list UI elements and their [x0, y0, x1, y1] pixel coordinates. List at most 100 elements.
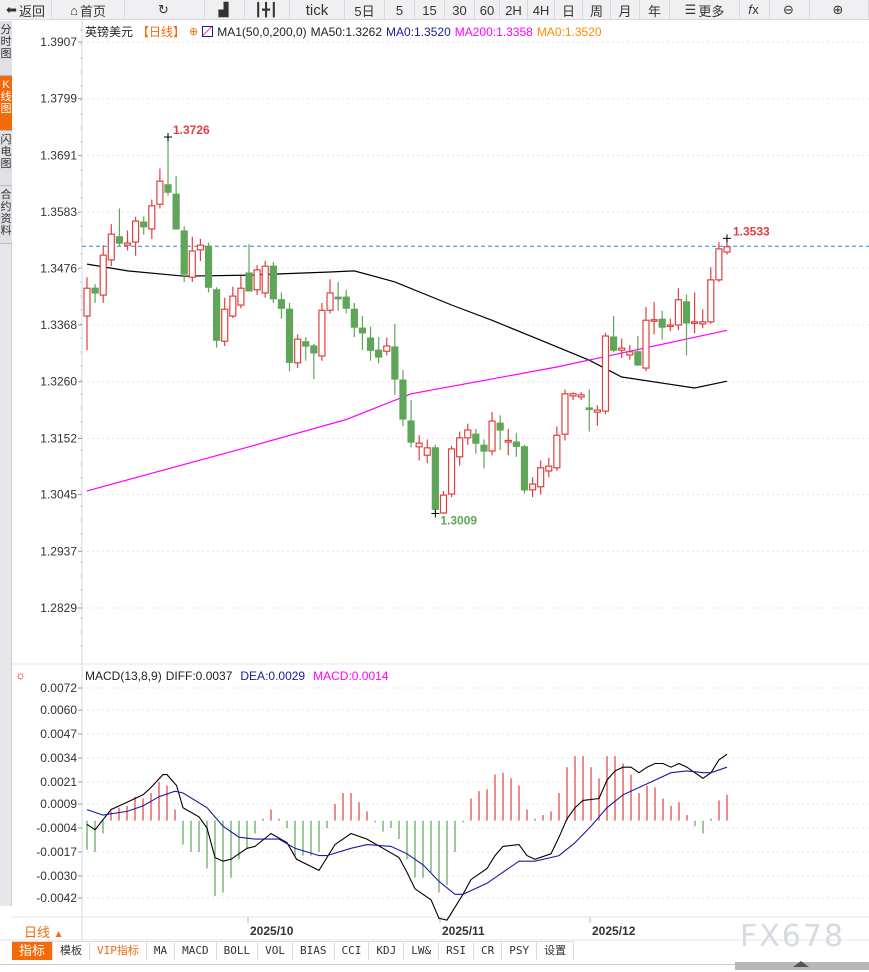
sidebar-tab-3[interactable]: 合约资料: [0, 186, 12, 244]
candle-body: [140, 221, 148, 228]
toolbar-button-16-年[interactable]: 年: [640, 0, 670, 20]
symbol-name: 英镑美元: [85, 25, 134, 39]
toolbar-button-13-日[interactable]: 日: [555, 0, 583, 20]
triangle-up-icon: ▲: [53, 929, 64, 940]
candle-body: [221, 308, 229, 342]
candle: [399, 370, 407, 427]
indicator-tab-vol[interactable]: VOL: [258, 942, 294, 960]
candle-body: [107, 233, 115, 261]
price-axis-label: 1.2829: [40, 601, 77, 615]
ma-params: MA1(50,0,200,0): [217, 24, 307, 39]
indicator-tab-1[interactable]: 模板: [53, 942, 91, 960]
candle-body: [83, 287, 91, 317]
candle: [658, 310, 666, 340]
toolbar-button-0-返回[interactable]: ⬅ 返回: [0, 0, 52, 20]
toolbar-button-formula-fx[interactable]: 𝑓x: [740, 0, 770, 20]
toolbar-button-5-tick[interactable]: tick: [290, 0, 345, 20]
toolbar-button-15-月[interactable]: 月: [611, 0, 640, 20]
candle-body: [204, 245, 213, 288]
price-axis-label: 1.3691: [40, 148, 77, 162]
indicator-tab-cci[interactable]: CCI: [334, 942, 370, 960]
indicator-tab-rsi[interactable]: RSI: [439, 942, 475, 960]
candle: [140, 216, 148, 235]
indicator-tab-boll[interactable]: BOLL: [216, 942, 259, 960]
candle-body: [342, 296, 350, 309]
price-axis-label: 1.3152: [40, 431, 77, 445]
candle-body: [561, 393, 569, 435]
candle-body: [172, 193, 180, 230]
candle: [707, 267, 715, 324]
toolbar-button-14-周[interactable]: 周: [583, 0, 611, 20]
candle-body: [618, 347, 626, 351]
toolbar-button-1-首页[interactable]: ⌂ 首页: [52, 0, 125, 20]
candle: [318, 302, 326, 361]
indicator-tab-psy[interactable]: PSY: [502, 942, 538, 960]
candle-body: [164, 184, 172, 193]
candle: [172, 175, 180, 230]
indicator-tab-cr[interactable]: CR: [474, 942, 503, 960]
toolbar-label: 返回: [18, 3, 45, 19]
scroll-up-arrow-icon[interactable]: [793, 961, 809, 967]
toolbar-button-10-60[interactable]: 60: [475, 0, 500, 20]
toolbar-button-bar-chart[interactable]: ▟: [205, 0, 245, 20]
candle: [115, 208, 124, 247]
indicator-tab-macd[interactable]: MACD: [175, 942, 217, 960]
candle: [528, 477, 537, 498]
candle-body: [156, 180, 164, 205]
indicator-tab-ma[interactable]: MA: [146, 942, 176, 960]
candle-body: [123, 242, 132, 246]
price-axis-label: 1.3368: [40, 318, 77, 332]
horizontal-scrollbar[interactable]: [735, 961, 869, 970]
candle-body: [431, 447, 439, 510]
indicator-tab-0[interactable]: 指标: [12, 942, 54, 960]
candle: [383, 337, 391, 356]
toolbar-button-zoom-out[interactable]: ⊖: [770, 0, 810, 20]
candle: [472, 428, 480, 454]
toolbar-button-17-更多[interactable]: ☰ 更多: [670, 0, 740, 20]
candle: [261, 260, 269, 298]
toolbar-button-9-30[interactable]: 30: [445, 0, 475, 20]
macd-settings-icon[interactable]: ☼: [15, 668, 26, 682]
candle-body: [690, 321, 699, 324]
candle-body: [132, 220, 140, 243]
toolbar-label: 首页: [79, 3, 106, 19]
indicator-tab-lw[interactable]: LW&: [404, 942, 440, 960]
refresh-icon: ↻: [158, 2, 169, 17]
period-selector[interactable]: 日线 ▲: [24, 922, 64, 941]
toolbar-button-6-5日[interactable]: 5日: [345, 0, 385, 20]
candle: [618, 338, 626, 359]
toolbar-button-11-2H[interactable]: 2H: [500, 0, 528, 20]
candlestick-icon: ┃╋┃: [254, 2, 278, 17]
sidebar-tab-1[interactable]: K线图: [0, 76, 12, 131]
toolbar-button-7-5[interactable]: 5: [385, 0, 415, 20]
toolbar-button-candlestick[interactable]: ┃╋┃: [245, 0, 290, 20]
toolbar-label: 2H: [505, 2, 522, 18]
candle: [277, 292, 286, 319]
candle-body: [285, 308, 294, 363]
price-legend: 英镑美元 【日线】 ⊕ MA1(50,0,200,0) MA50:1.3262 …: [85, 23, 602, 40]
candle-body: [488, 420, 496, 452]
sidebar-tab-2[interactable]: 闪电图: [0, 131, 12, 186]
toolbar-button-8-15[interactable]: 15: [415, 0, 445, 20]
indicator-tab-vip[interactable]: VIP指标: [90, 942, 147, 960]
indicator-tab-kdj[interactable]: KDJ: [369, 942, 405, 960]
sidebar-tab-0[interactable]: 分时图: [0, 21, 12, 76]
candle-body: [707, 279, 715, 323]
ma0-value-2: MA0:1.3520: [536, 24, 602, 39]
period-selector-label: 日线: [24, 925, 51, 940]
candle: [148, 199, 156, 239]
settings-icon[interactable]: ⊕: [189, 26, 199, 38]
candle: [204, 242, 213, 293]
toolbar-button-refresh[interactable]: ↻: [125, 0, 205, 20]
candle-body: [512, 441, 520, 447]
candle: [585, 389, 593, 432]
toolbar-button-12-4H[interactable]: 4H: [528, 0, 555, 20]
candle-body: [472, 433, 480, 444]
indicator-tab-bias[interactable]: BIAS: [293, 942, 335, 960]
indicator-tab-14[interactable]: 设置: [537, 942, 575, 960]
candle: [520, 444, 529, 494]
date-axis-label: 2025/11: [442, 924, 485, 938]
ma-indicator-icon[interactable]: [202, 26, 214, 37]
candle-body: [302, 341, 310, 347]
